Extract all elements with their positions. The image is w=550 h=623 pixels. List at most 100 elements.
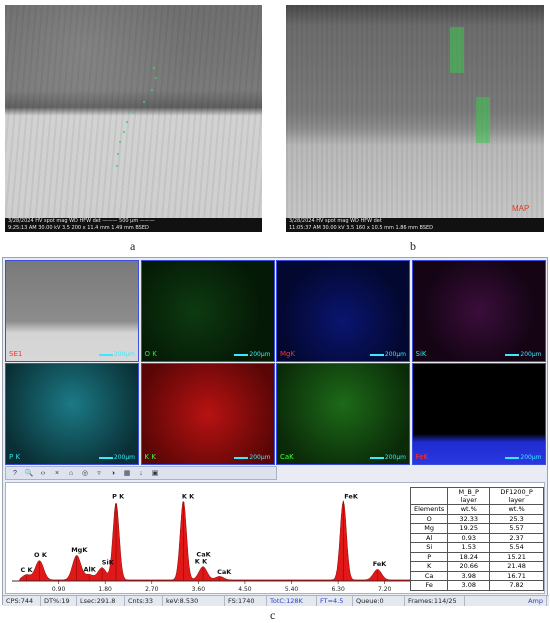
element-map-scale: 200µm [370, 351, 406, 358]
element-map-tile[interactable]: CaK 200µm [276, 363, 410, 465]
peak-label: K K [195, 557, 208, 565]
status-bar: CPS:744 DT%:19 Lsec:291.8 Cnts:33 keV:8.… [3, 595, 549, 606]
x-tick-label: 1.80 [98, 586, 112, 593]
analysis-points [5, 5, 262, 218]
element-map-label: MgK [280, 350, 296, 358]
element-map-scale: 200µm [234, 351, 270, 358]
element-map-scale: 200µm [370, 454, 406, 461]
peak-label: FeK [344, 492, 359, 500]
sem-info-line1: 3/28/2024 HV spot mag WD HFW det ——— 500… [8, 218, 155, 224]
sem-micrograph-b [286, 5, 544, 218]
help-icon[interactable]: ? [13, 469, 17, 477]
status-ft: FT=4.5 [317, 596, 353, 606]
sem-info-line2: 11:05:37 AM 30.00 kV 3.5 160 x 10.5 mm 1… [289, 225, 434, 231]
eds-spectrum: 0.901.802.703.604.505.406.307.208.109.00… [5, 482, 545, 594]
element-map-tile[interactable]: MgK 200µm [276, 260, 410, 362]
peak-label: CaK [196, 550, 211, 558]
value-cell: 25.3 [489, 513, 544, 524]
sem-info-bar-b: 3/28/2024 HV spot mag WD HFW det 11:05:3… [286, 218, 544, 232]
x-tick-label: 2.70 [145, 586, 159, 593]
toolbar: ? 🔍 ‹› × ⌂ ◎ ▿ ◑ ▦ ↓ ▣ [5, 466, 277, 480]
element-map-tile[interactable]: O K 200µm [140, 260, 275, 362]
value-cell: 2.37 [489, 532, 544, 543]
map-label: MAP [512, 204, 530, 213]
value-cell: 5.57 [489, 523, 544, 534]
zoom-icon[interactable]: 🔍 [24, 470, 34, 477]
x-tick-label: 3.60 [192, 586, 206, 593]
status-totc: TotC:128K [267, 596, 317, 606]
caption-c: c [270, 608, 276, 622]
element-map-scale: 200µm [99, 351, 135, 358]
element-map-tile[interactable]: SiK 200µm [411, 260, 546, 362]
element-map-label: FeK [415, 453, 429, 461]
status-lsec: Lsec:291.8 [77, 596, 125, 606]
status-queue: Queue:0 [353, 596, 405, 606]
table-row: Mg 19.25 5.57 [409, 523, 544, 534]
x-tick-label: 5.40 [285, 586, 299, 593]
value-cell: 3.08 [447, 580, 491, 591]
table-row: Fe 3.08 7.82 [409, 580, 544, 591]
value-cell: 3.98 [447, 570, 491, 581]
close-icon[interactable]: × [54, 469, 60, 477]
status-dt: DT%:19 [41, 596, 77, 606]
unit-df1200: wt.% [489, 504, 544, 515]
x-tick-label: 6.30 [331, 586, 345, 593]
split-icon[interactable]: ◑ [110, 469, 116, 477]
elements-header: Elements [409, 504, 449, 515]
value-cell: 16.71 [489, 570, 544, 581]
table-row: Al 0.93 2.37 [409, 532, 544, 543]
eye-icon[interactable]: ◎ [81, 470, 89, 477]
table-row: Ca 3.98 16.71 [409, 570, 544, 581]
peak-label: P K [112, 492, 125, 500]
element-cell: Mg [409, 523, 449, 534]
peak-label: AlK [83, 565, 96, 573]
element-map-scale: 200µm [234, 454, 270, 461]
code-icon[interactable]: ‹› [40, 469, 46, 477]
table-row: Si 1.53 5.54 [409, 542, 544, 553]
element-map-scale: 200µm [505, 351, 541, 358]
value-cell: 21.48 [489, 561, 544, 572]
element-cell: Ca [409, 570, 449, 581]
x-tick-label: 4.50 [238, 586, 252, 593]
home-icon[interactable]: ⌂ [68, 469, 74, 477]
sem-image-b: MAP 3/28/2024 HV spot mag WD HFW det 11:… [286, 5, 544, 232]
status-amp[interactable]: Amp [465, 596, 547, 606]
filter-icon[interactable]: ▿ [97, 470, 101, 477]
caption-a: a [130, 239, 136, 253]
peak-label: O K [34, 551, 48, 559]
table-icon[interactable]: ▦ [123, 470, 131, 477]
peak-label: C K [20, 566, 33, 574]
element-map-label: O K [144, 350, 157, 358]
image-icon[interactable]: ▣ [151, 470, 159, 477]
element-map-tile[interactable]: P K 200µm [5, 363, 139, 465]
element-cell: Al [409, 532, 449, 543]
table-row: P 18.24 15.21 [409, 551, 544, 562]
element-map-label: K K [144, 453, 156, 461]
element-cell: Si [409, 542, 449, 553]
value-cell: 15.21 [489, 551, 544, 562]
status-cps: CPS:744 [3, 596, 41, 606]
eds-software-window: SE1 200µm O K 200µm MgK 200µm SiK 200µm P K 200µm… [2, 257, 549, 606]
element-map-tile[interactable]: K K 200µm [140, 363, 275, 465]
value-cell: 5.54 [489, 542, 544, 553]
value-cell: 18.24 [447, 551, 491, 562]
element-map-scale: 200µm [99, 454, 135, 461]
caption-b: b [410, 239, 416, 253]
map-region-upper [450, 27, 464, 73]
value-cell: 1.53 [447, 542, 491, 553]
element-cell: Fe [409, 580, 449, 591]
col-header-df1200: DF1200_P layer [489, 487, 544, 505]
element-map-tile[interactable]: SE1 200µm [5, 260, 139, 362]
peak-label: CaK [217, 568, 232, 576]
col-header-mbp: M_B_P layer [447, 487, 491, 505]
peak-label: FeK [373, 560, 388, 568]
element-map-label: SiK [415, 350, 427, 358]
status-frames: Frames:114/25 [405, 596, 465, 606]
element-cell: K [409, 561, 449, 572]
composition-table: M_B_P layer DF1200_P layer Elements wt.%… [409, 487, 544, 591]
status-cnts: Cnts:33 [125, 596, 163, 606]
sem-info-line1: 3/28/2024 HV spot mag WD HFW det [289, 218, 382, 224]
col-header-elements [409, 487, 449, 505]
arrow-down-icon[interactable]: ↓ [139, 469, 143, 477]
element-map-tile[interactable]: FeK 200µm [411, 363, 546, 465]
